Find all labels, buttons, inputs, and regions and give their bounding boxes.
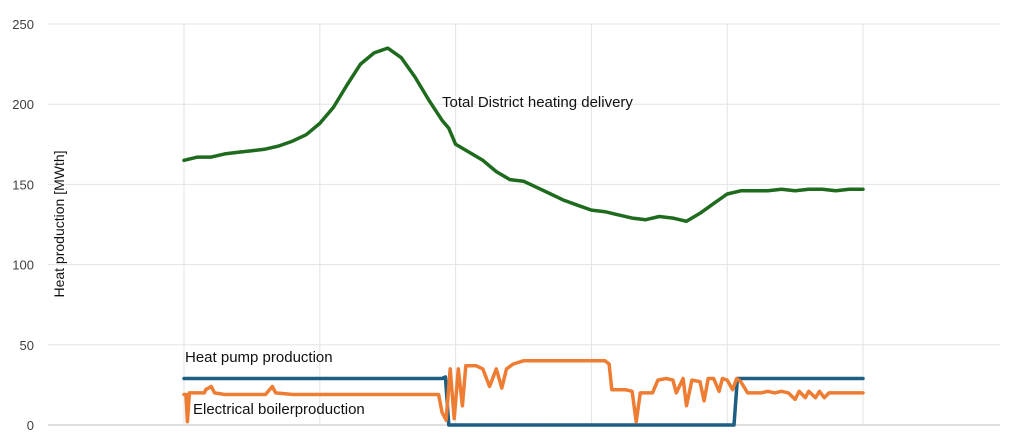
y-tick-label: 50: [20, 338, 34, 353]
y-tick-label: 150: [12, 177, 34, 192]
label-heat-pump-production: Heat pump production: [185, 349, 333, 366]
series-line-1: [182, 375, 865, 427]
series-line-0: [182, 46, 865, 224]
y-tick-label: 250: [12, 17, 34, 32]
grid: [48, 23, 1000, 426]
y-tick-label: 200: [12, 97, 34, 112]
y-tick-labels: 0 50 100 150 200 250: [12, 17, 34, 433]
y-tick-label: 100: [12, 258, 34, 273]
label-total-district-heating: Total District heating delivery: [442, 94, 633, 111]
series-line-2: [182, 359, 865, 424]
series-lines: [182, 46, 865, 427]
y-tick-label: 0: [27, 418, 34, 433]
y-axis-title: Heat production [MWth]: [51, 150, 67, 297]
label-electrical-boiler-production: Electrical boilerproduction: [193, 401, 365, 418]
